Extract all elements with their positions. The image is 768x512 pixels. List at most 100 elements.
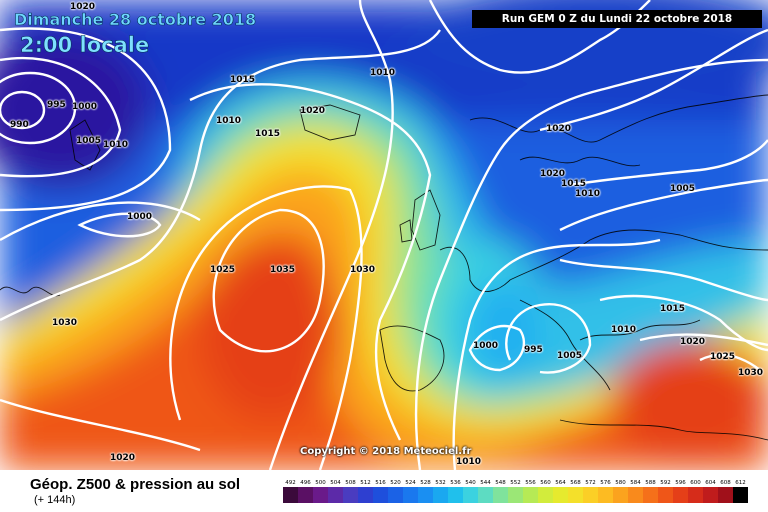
- isobar-label: 1010: [370, 68, 396, 78]
- scale-swatch: [448, 487, 463, 503]
- run-info: Run GEM 0 Z du Lundi 22 octobre 2018: [472, 10, 762, 28]
- isobar-label: 1010: [575, 189, 601, 199]
- scale-swatch: [298, 487, 313, 503]
- scale-swatch: [283, 487, 298, 503]
- isobar-label: 1015: [255, 129, 281, 139]
- scale-value-label: 532: [435, 480, 446, 486]
- scale-value-label: 604: [705, 480, 716, 486]
- isobar-label: 1000: [473, 341, 499, 351]
- scale-value-label: 612: [735, 480, 746, 486]
- isobar-label: 1005: [76, 136, 102, 146]
- scale-swatch: [598, 487, 613, 503]
- isobar-label: 1020: [300, 106, 326, 116]
- scale-value-label: 560: [540, 480, 551, 486]
- scale-value-label: 584: [630, 480, 641, 486]
- scale-value-label: 544: [480, 480, 491, 486]
- forecast-range: (+ 144h): [34, 494, 76, 506]
- scale-swatch: [673, 487, 688, 503]
- scale-swatch: [538, 487, 553, 503]
- isobar-label: 1015: [660, 304, 686, 314]
- coastlines: [0, 94, 768, 441]
- scale-swatch: [463, 487, 478, 503]
- scale-swatch: [358, 487, 373, 503]
- isobar-label: 1020: [680, 337, 706, 347]
- isobar-label: 1000: [72, 102, 98, 112]
- scale-value-label: 508: [345, 480, 356, 486]
- map-title: Géop. Z500 & pression au sol: [30, 476, 241, 493]
- scale-value-label: 608: [720, 480, 731, 486]
- scale-value-label: 572: [585, 480, 596, 486]
- scale-swatch: [373, 487, 388, 503]
- scale-value-label: 516: [375, 480, 386, 486]
- scale-swatch: [733, 487, 748, 503]
- scale-swatch: [313, 487, 328, 503]
- scale-swatch: [553, 487, 568, 503]
- scale-swatch: [328, 487, 343, 503]
- forecast-time: 2:00 locale: [20, 33, 150, 58]
- scale-value-label: 512: [360, 480, 371, 486]
- scale-swatch: [718, 487, 733, 503]
- scale-swatch: [433, 487, 448, 503]
- scale-swatch: [418, 487, 433, 503]
- scale-value-label: 536: [450, 480, 461, 486]
- scale-value-label: 580: [615, 480, 626, 486]
- scale-swatch: [403, 487, 418, 503]
- scale-swatch: [388, 487, 403, 503]
- isobars: [0, 0, 768, 470]
- isobar-label: 1005: [670, 184, 696, 194]
- scale-swatch: [703, 487, 718, 503]
- scale-value-label: 552: [510, 480, 521, 486]
- isobar-label: 1020: [110, 453, 136, 463]
- isobar-label: 1020: [70, 2, 96, 12]
- scale-value-label: 576: [600, 480, 611, 486]
- scale-swatch: [493, 487, 508, 503]
- weather-map: Dimanche 28 octobre 2018 2:00 locale Run…: [0, 0, 768, 470]
- isobar-label: 1030: [738, 368, 764, 378]
- scale-value-label: 492: [285, 480, 296, 486]
- isobar-label: 995: [47, 100, 66, 110]
- scale-swatch: [583, 487, 598, 503]
- scale-value-label: 496: [300, 480, 311, 486]
- scale-value-label: 500: [315, 480, 326, 486]
- scale-swatch: [478, 487, 493, 503]
- isobar-label: 995: [524, 345, 543, 355]
- scale-value-label: 556: [525, 480, 536, 486]
- isobar-label: 1010: [611, 325, 637, 335]
- map-footer: Géop. Z500 & pression au sol (+ 144h) 49…: [0, 470, 768, 512]
- copyright-notice: Copyright © 2018 Meteociel.fr: [300, 446, 472, 457]
- scale-swatch: [568, 487, 583, 503]
- scale-swatch: [628, 487, 643, 503]
- scale-value-label: 592: [660, 480, 671, 486]
- scale-swatch: [658, 487, 673, 503]
- isobar-label: 1035: [270, 265, 296, 275]
- scale-value-label: 528: [420, 480, 431, 486]
- isobar-label: 1005: [557, 351, 583, 361]
- forecast-date: Dimanche 28 octobre 2018: [14, 10, 257, 30]
- isobar-label: 1030: [52, 318, 78, 328]
- isobar-label: 1000: [127, 212, 153, 222]
- scale-value-label: 520: [390, 480, 401, 486]
- scale-swatch: [643, 487, 658, 503]
- scale-value-label: 524: [405, 480, 416, 486]
- scale-value-label: 504: [330, 480, 341, 486]
- isobar-label: 1015: [230, 75, 256, 85]
- color-scale: 492 496 500 504 508 512 516 520 524 528 532 536 540 5…: [283, 480, 748, 503]
- scale-swatch: [523, 487, 538, 503]
- isobar-label: 1020: [546, 124, 572, 134]
- scale-value-label: 600: [690, 480, 701, 486]
- scale-value-label: 548: [495, 480, 506, 486]
- scale-swatch: [343, 487, 358, 503]
- isobar-label: 990: [10, 120, 29, 130]
- scale-value-label: 564: [555, 480, 566, 486]
- isobar-label: 1010: [103, 140, 129, 150]
- scale-value-label: 568: [570, 480, 581, 486]
- scale-swatch: [508, 487, 523, 503]
- isobar-label: 1025: [210, 265, 236, 275]
- scale-swatch: [613, 487, 628, 503]
- isobar-label: 1025: [710, 352, 736, 362]
- isobar-label: 1020: [540, 169, 566, 179]
- isobar-label: 1010: [216, 116, 242, 126]
- isobar-label: 1030: [350, 265, 376, 275]
- isobar-label: 1010: [456, 457, 482, 467]
- scale-value-label: 588: [645, 480, 656, 486]
